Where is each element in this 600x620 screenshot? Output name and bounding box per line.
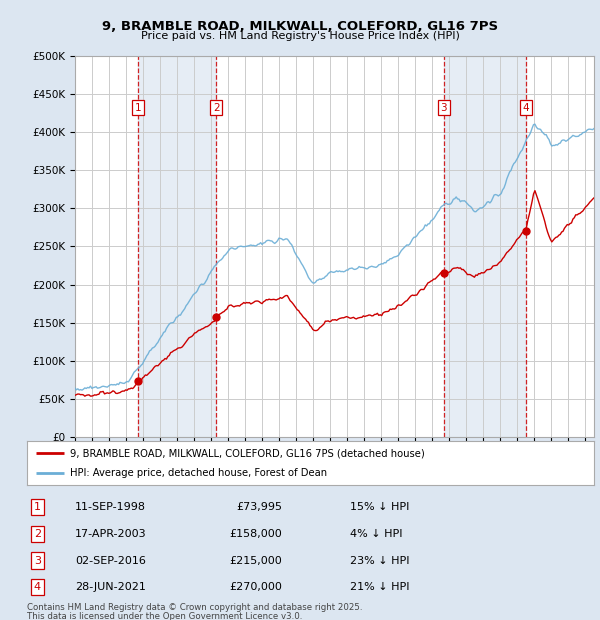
Text: This data is licensed under the Open Government Licence v3.0.: This data is licensed under the Open Gov… [27,612,302,620]
Text: 4: 4 [523,103,529,113]
Text: £73,995: £73,995 [236,502,282,512]
Text: 11-SEP-1998: 11-SEP-1998 [75,502,146,512]
Text: 1: 1 [134,103,141,113]
Bar [138,56,216,437]
Text: 21% ↓ HPI: 21% ↓ HPI [350,582,410,592]
Text: 9, BRAMBLE ROAD, MILKWALL, COLEFORD, GL16 7PS: 9, BRAMBLE ROAD, MILKWALL, COLEFORD, GL1… [102,20,498,33]
Text: 3: 3 [34,556,41,565]
Text: Price paid vs. HM Land Registry's House Price Index (HPI): Price paid vs. HM Land Registry's House … [140,31,460,41]
Text: 4: 4 [34,582,41,592]
Text: £158,000: £158,000 [229,529,282,539]
Text: Contains HM Land Registry data © Crown copyright and database right 2025.: Contains HM Land Registry data © Crown c… [27,603,362,612]
Text: 15% ↓ HPI: 15% ↓ HPI [350,502,410,512]
Text: 23% ↓ HPI: 23% ↓ HPI [350,556,410,565]
Bar [444,56,526,437]
Text: HPI: Average price, detached house, Forest of Dean: HPI: Average price, detached house, Fore… [70,468,326,478]
Text: 1: 1 [34,502,41,512]
Text: £215,000: £215,000 [229,556,282,565]
Text: 9, BRAMBLE ROAD, MILKWALL, COLEFORD, GL16 7PS (detached house): 9, BRAMBLE ROAD, MILKWALL, COLEFORD, GL1… [70,448,424,458]
Text: 17-APR-2003: 17-APR-2003 [75,529,147,539]
Text: 02-SEP-2016: 02-SEP-2016 [75,556,146,565]
Text: 2: 2 [213,103,220,113]
Text: 28-JUN-2021: 28-JUN-2021 [75,582,146,592]
Text: 3: 3 [440,103,447,113]
Text: £270,000: £270,000 [229,582,282,592]
Text: 4% ↓ HPI: 4% ↓ HPI [350,529,403,539]
Text: 2: 2 [34,529,41,539]
